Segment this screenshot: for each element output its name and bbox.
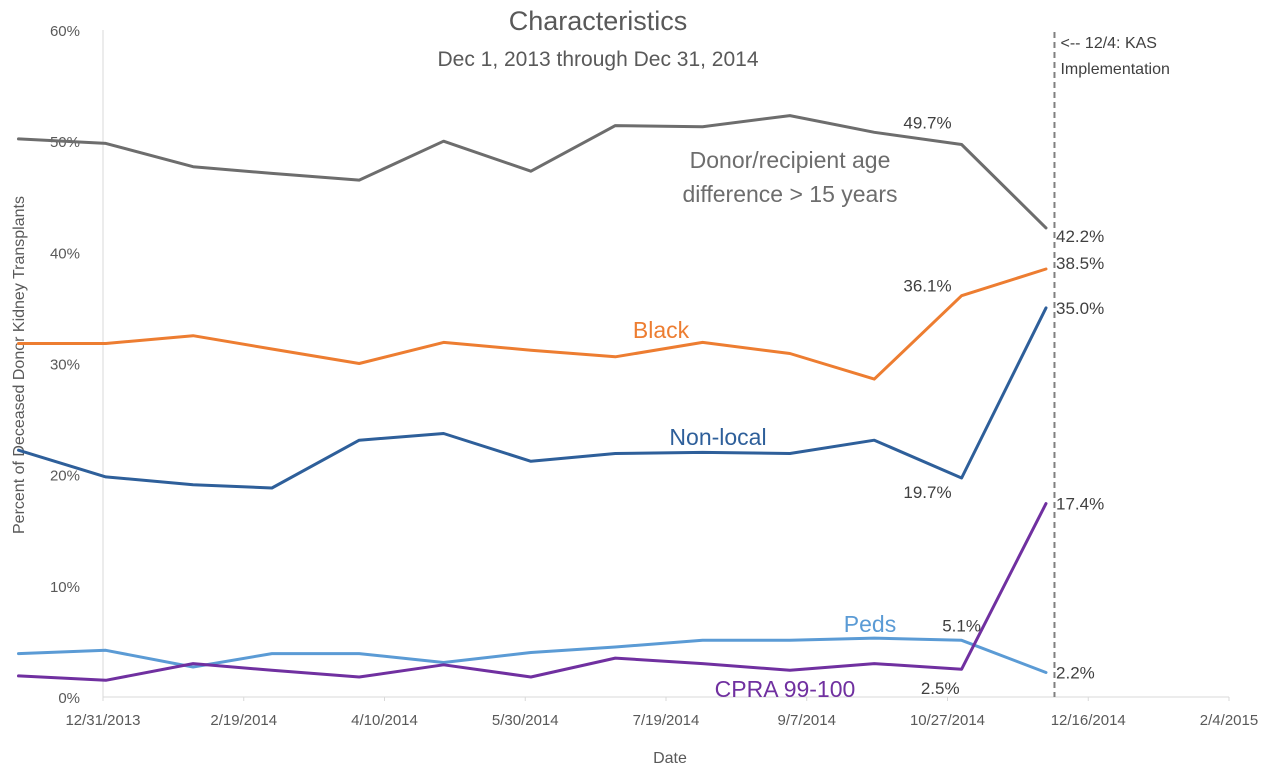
x-tick-label: 2/19/2014 — [210, 712, 277, 729]
data-label: 17.4% — [1056, 495, 1104, 514]
chart-subtitle: Dec 1, 2013 through Dec 31, 2014 — [437, 48, 758, 71]
x-tick-label: 9/7/2014 — [778, 712, 836, 729]
series-lines — [17, 114, 1048, 682]
data-label: 38.5% — [1056, 254, 1104, 273]
x-tick-label: 7/19/2014 — [633, 712, 700, 729]
series-label-4: CPRA 99-100 — [715, 676, 856, 702]
x-tick-label: 2/4/2015 — [1200, 712, 1258, 729]
x-tick-label: 4/10/2014 — [351, 712, 418, 729]
series-line-0 — [17, 114, 1048, 230]
data-label: 2.5% — [921, 679, 960, 698]
data-label: 42.2% — [1056, 227, 1104, 246]
data-labels: Donor/recipient age difference > 15 years… — [633, 114, 1104, 702]
y-tick-label: 20% — [50, 468, 80, 485]
data-label: 19.7% — [903, 483, 951, 502]
data-label: 49.7% — [903, 114, 951, 133]
axes: 0%10%20%30%40%50%60%12/31/2013 2/19/2014 4… — [50, 23, 1258, 729]
y-tick-label: 10% — [50, 579, 80, 596]
x-tick-label: 5/30/2014 — [492, 712, 559, 729]
series-line-3 — [17, 636, 1048, 674]
y-tick-label: 40% — [50, 245, 80, 262]
annotation-layer: <-- 12/4: KAS Implementation — [1053, 32, 1170, 697]
y-tick-label: 30% — [50, 357, 80, 374]
series-line-4 — [17, 502, 1048, 682]
series-label-3: Peds — [844, 611, 896, 637]
x-tick-label: 12/31/2013 — [65, 712, 140, 729]
kas-annotation-text: <-- 12/4: KAS — [1060, 35, 1157, 52]
series-label-2: Non-local — [669, 424, 766, 450]
series-line-2 — [17, 306, 1048, 490]
data-label: 5.1% — [942, 616, 981, 635]
x-axis-label: Date — [653, 750, 687, 767]
series-line-1 — [17, 267, 1048, 381]
kas-annotation-text: Implementation — [1060, 61, 1169, 78]
y-axis-label: Percent of Deceased Donor Kidney Transpl… — [11, 196, 28, 534]
data-label: 35.0% — [1056, 299, 1104, 318]
data-label: 2.2% — [1056, 664, 1095, 683]
chart-title: Characteristics — [509, 6, 688, 36]
x-tick-label: 12/16/2014 — [1051, 712, 1126, 729]
y-tick-label: 60% — [50, 23, 80, 40]
series-label-0: Donor/recipient age — [690, 147, 891, 173]
y-tick-label: 0% — [58, 690, 80, 707]
series-label-1: Black — [633, 317, 690, 343]
x-tick-label: 10/27/2014 — [910, 712, 985, 729]
data-label: 36.1% — [903, 277, 951, 296]
series-label-0: difference > 15 years — [682, 181, 897, 207]
